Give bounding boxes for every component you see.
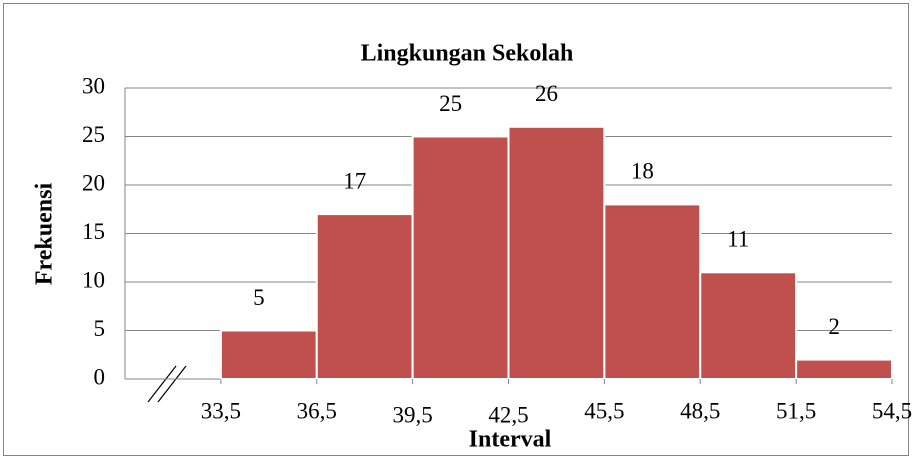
bar	[603, 203, 702, 380]
x-tick-label: 36,5	[297, 398, 337, 423]
y-tick-label: 0	[94, 364, 106, 389]
data-label: 2	[828, 314, 840, 339]
y-tick-label: 5	[94, 316, 106, 341]
data-label: 25	[439, 91, 462, 116]
bar	[795, 358, 893, 381]
x-tick-label: 51,5	[776, 398, 816, 423]
y-tick-label: 30	[82, 73, 105, 98]
chart-title: Lingkungan Sekolah	[361, 41, 574, 67]
bar	[219, 329, 318, 380]
x-tick-label: 39,5	[393, 402, 433, 427]
bar	[411, 135, 510, 380]
x-tick-label: 54,5	[872, 398, 912, 423]
x-tick-label: 48,5	[680, 398, 720, 423]
data-label: 18	[631, 159, 654, 184]
bar	[315, 213, 414, 380]
y-tick-label: 15	[82, 219, 105, 244]
axis-break	[147, 365, 177, 403]
x-tick-label: 45,5	[584, 398, 624, 423]
axis-break	[157, 365, 187, 403]
data-label: 11	[727, 227, 749, 252]
y-axis-label: Frekuensi	[32, 183, 58, 286]
y-tick-label: 20	[82, 170, 105, 195]
y-tick-label: 25	[82, 122, 105, 147]
x-axis-label: Interval	[469, 427, 552, 453]
x-tick-label: 42,5	[488, 402, 528, 427]
data-label: 5	[253, 285, 265, 310]
data-label: 17	[343, 168, 366, 193]
x-tick-label: 33,5	[201, 398, 241, 423]
bar	[507, 125, 606, 380]
data-label: 26	[535, 81, 558, 106]
y-tick-label: 10	[82, 267, 105, 292]
bar	[699, 271, 798, 380]
